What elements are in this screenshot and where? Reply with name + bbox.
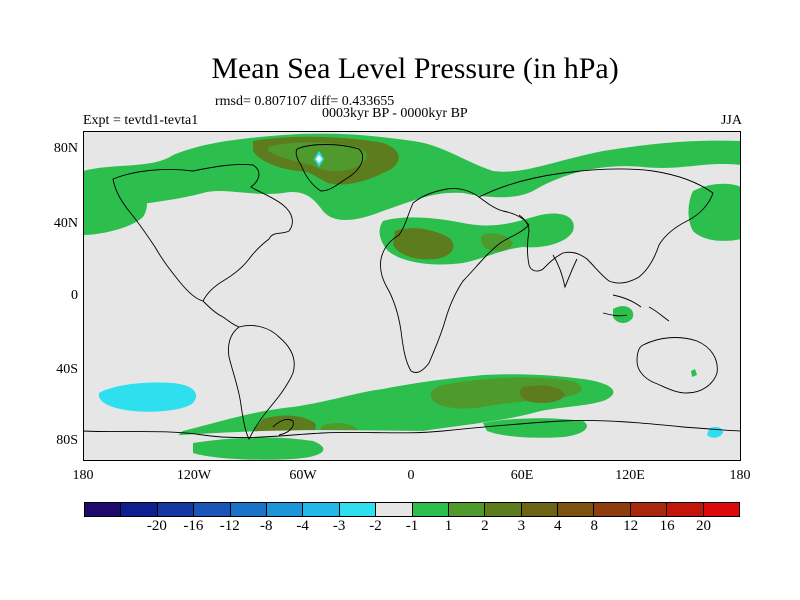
- colorbar-swatch: [303, 503, 340, 516]
- map-border: [83, 131, 741, 461]
- colorbar-tick-label: -12: [219, 518, 240, 534]
- lon-label-180e: 180: [729, 468, 751, 483]
- antarctic-peninsula-outline: [272, 418, 294, 436]
- lat-label-40s: 40S: [56, 362, 78, 377]
- experiment-label: Expt = tevtd1-tevta1: [83, 113, 199, 128]
- colorbar: [84, 502, 740, 517]
- colorbar-swatch: [157, 503, 195, 516]
- asia-outline: [478, 168, 714, 284]
- colorbar-tick-label: -8: [259, 518, 273, 534]
- australia-outline: [636, 337, 718, 394]
- colorbar-swatch: [376, 503, 413, 516]
- india-outline: [552, 254, 578, 289]
- greenland-spot-center: [316, 155, 322, 163]
- antarctic-east-patch: [483, 418, 587, 438]
- indonesia-outline: [602, 294, 670, 322]
- lon-labels: 180 120W 60W 0 60E 120E 180: [0, 468, 800, 488]
- lon-label-0: 0: [407, 468, 415, 483]
- colorbar-tick-label: -3: [332, 518, 346, 534]
- greenland-outline: [295, 144, 363, 192]
- africa-europe-outline: [380, 188, 530, 374]
- colorbar-tick-label: 1: [444, 518, 453, 534]
- colorbar-tick-label: 4: [554, 518, 562, 534]
- colorbar-swatch: [121, 503, 158, 516]
- colorbar-swatch: [266, 503, 304, 516]
- colorbar-tick-label: 16: [659, 518, 675, 534]
- colorbar-swatch: [667, 503, 704, 516]
- lon-label-60e: 60E: [510, 468, 534, 483]
- stats-line: rmsd= 0.807107 diff= 0.433655: [215, 94, 395, 109]
- tropical-patch: [613, 306, 634, 323]
- antarctic-west-patch: [193, 437, 324, 460]
- lon-label-120w: 120W: [176, 468, 212, 483]
- small-patch: [691, 369, 697, 377]
- world-map: [83, 131, 741, 461]
- colorbar-tick-label: 8: [590, 518, 598, 534]
- lat-label-0: 0: [71, 288, 78, 303]
- central-america-outline: [202, 300, 240, 328]
- lon-label-60w: 60W: [289, 468, 317, 483]
- colorbar-swatch: [594, 503, 631, 516]
- south-america-outline: [228, 325, 295, 441]
- colorbar-tick-label: 3: [517, 518, 526, 534]
- colorbar-swatch: [485, 503, 522, 516]
- colorbar-tick-label: -1: [405, 518, 419, 534]
- colorbar-swatch: [558, 503, 595, 516]
- colorbar-swatch: [194, 503, 231, 516]
- west-pacific-patch: [83, 181, 147, 235]
- colorbar-tick-label: 2: [481, 518, 489, 534]
- colorbar-tick-label: -16: [183, 518, 204, 534]
- colorbar-swatch: [448, 503, 486, 516]
- sahara-core: [393, 228, 454, 260]
- colorbar-tick-label: -2: [369, 518, 382, 534]
- lon-label-120e: 120E: [615, 468, 645, 483]
- northern-positive-band: [83, 133, 741, 231]
- southern-belt-mid: [430, 377, 582, 409]
- coastlines: [83, 144, 741, 441]
- map-title: Mean Sea Level Pressure (in hPa): [211, 52, 619, 85]
- arabia-core: [480, 233, 513, 251]
- colorbar-tick-label: -4: [296, 518, 309, 534]
- lat-label-80n: 80N: [53, 141, 78, 156]
- anomaly-fields: [83, 133, 741, 461]
- south-pacific-negative: [98, 382, 197, 412]
- colorbar-tick-label: -20: [146, 518, 167, 534]
- antarctica-outline: [83, 420, 741, 439]
- colorbar-swatch: [230, 503, 267, 516]
- lat-label-80s: 80S: [56, 433, 78, 448]
- north-america-outline: [112, 164, 293, 302]
- colorbar-swatch: [85, 503, 122, 516]
- colorbar-swatch: [630, 503, 668, 516]
- colorbar-tick-label: 12: [623, 518, 639, 534]
- colorbar-swatch: [521, 503, 559, 516]
- colorbar-tick-label: 20: [696, 518, 712, 534]
- period-label: 0003kyr BP - 0000kyr BP: [322, 106, 468, 121]
- season-label: JJA: [720, 113, 742, 128]
- colorbar-swatch: [339, 503, 377, 516]
- lon-label-180w: 180: [72, 468, 94, 483]
- colorbar-swatch: [412, 503, 449, 516]
- colorbar-labels: -20 -16 -12 -8 -4 -3 -2 -1 1 2 3 4 8 12 16 20: [84, 518, 740, 538]
- southern-belt-core-east: [519, 385, 565, 403]
- lat-label-40n: 40N: [53, 216, 78, 231]
- colorbar-swatch: [703, 503, 740, 516]
- ne-pacific-patch: [688, 183, 741, 241]
